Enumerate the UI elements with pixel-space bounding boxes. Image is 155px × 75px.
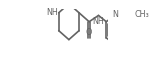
- Text: NH: NH: [93, 17, 104, 26]
- Text: CH₃: CH₃: [134, 10, 149, 19]
- Text: N: N: [113, 10, 119, 19]
- Text: NH: NH: [46, 8, 58, 17]
- Text: O: O: [86, 28, 92, 37]
